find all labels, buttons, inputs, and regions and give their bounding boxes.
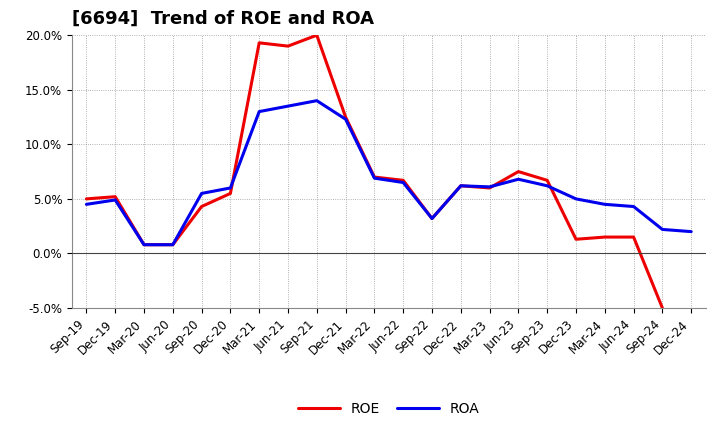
ROE: [284, 44, 292, 49]
ROA: [82, 202, 91, 207]
Line: ROA: ROA: [86, 101, 691, 245]
ROA: [399, 180, 408, 185]
ROA: [572, 196, 580, 202]
ROE: [168, 242, 177, 247]
ROE: [428, 216, 436, 221]
ROE: [82, 196, 91, 202]
ROA: [600, 202, 609, 207]
ROA: [629, 204, 638, 209]
Legend: ROE, ROA: ROE, ROA: [292, 397, 485, 422]
ROA: [111, 197, 120, 202]
Text: [6694]  Trend of ROE and ROA: [6694] Trend of ROE and ROA: [72, 10, 374, 28]
ROA: [658, 227, 667, 232]
Line: ROE: ROE: [86, 35, 662, 308]
ROE: [572, 237, 580, 242]
ROE: [600, 235, 609, 240]
ROE: [399, 178, 408, 183]
ROE: [197, 204, 206, 209]
ROA: [456, 183, 465, 188]
ROE: [226, 191, 235, 196]
ROE: [111, 194, 120, 199]
ROA: [140, 242, 148, 247]
ROA: [543, 183, 552, 188]
ROA: [284, 103, 292, 109]
ROA: [312, 98, 321, 103]
ROA: [485, 184, 494, 190]
ROE: [370, 174, 379, 180]
ROA: [341, 117, 350, 122]
ROE: [543, 178, 552, 183]
ROA: [514, 176, 523, 182]
ROA: [226, 185, 235, 191]
ROE: [341, 114, 350, 120]
ROA: [197, 191, 206, 196]
ROA: [687, 229, 696, 234]
ROE: [312, 33, 321, 38]
ROA: [168, 242, 177, 247]
ROE: [456, 183, 465, 188]
ROE: [485, 185, 494, 191]
ROA: [370, 176, 379, 181]
ROE: [514, 169, 523, 174]
ROE: [658, 305, 667, 311]
ROA: [428, 216, 436, 221]
ROE: [140, 242, 148, 247]
ROA: [255, 109, 264, 114]
ROE: [629, 235, 638, 240]
ROE: [255, 40, 264, 45]
